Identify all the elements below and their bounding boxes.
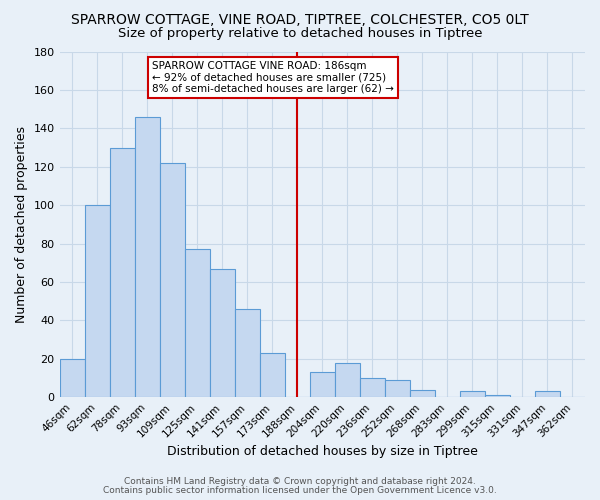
Bar xyxy=(535,392,560,397)
Bar xyxy=(260,353,285,397)
Bar xyxy=(160,163,185,397)
Bar xyxy=(235,309,260,397)
X-axis label: Distribution of detached houses by size in Tiptree: Distribution of detached houses by size … xyxy=(167,444,478,458)
Bar xyxy=(385,380,410,397)
Text: SPARROW COTTAGE, VINE ROAD, TIPTREE, COLCHESTER, CO5 0LT: SPARROW COTTAGE, VINE ROAD, TIPTREE, COL… xyxy=(71,12,529,26)
Bar xyxy=(110,148,134,397)
Bar xyxy=(134,117,160,397)
Bar xyxy=(410,390,435,397)
Bar xyxy=(460,392,485,397)
Bar xyxy=(85,205,110,397)
Text: SPARROW COTTAGE VINE ROAD: 186sqm
← 92% of detached houses are smaller (725)
8% : SPARROW COTTAGE VINE ROAD: 186sqm ← 92% … xyxy=(152,61,394,94)
Bar xyxy=(485,396,510,397)
Bar xyxy=(185,250,209,397)
Text: Size of property relative to detached houses in Tiptree: Size of property relative to detached ho… xyxy=(118,28,482,40)
Bar xyxy=(59,359,85,397)
Bar xyxy=(335,362,360,397)
Y-axis label: Number of detached properties: Number of detached properties xyxy=(15,126,28,323)
Bar xyxy=(360,378,385,397)
Text: Contains HM Land Registry data © Crown copyright and database right 2024.: Contains HM Land Registry data © Crown c… xyxy=(124,477,476,486)
Text: Contains public sector information licensed under the Open Government Licence v3: Contains public sector information licen… xyxy=(103,486,497,495)
Bar xyxy=(310,372,335,397)
Bar xyxy=(209,268,235,397)
